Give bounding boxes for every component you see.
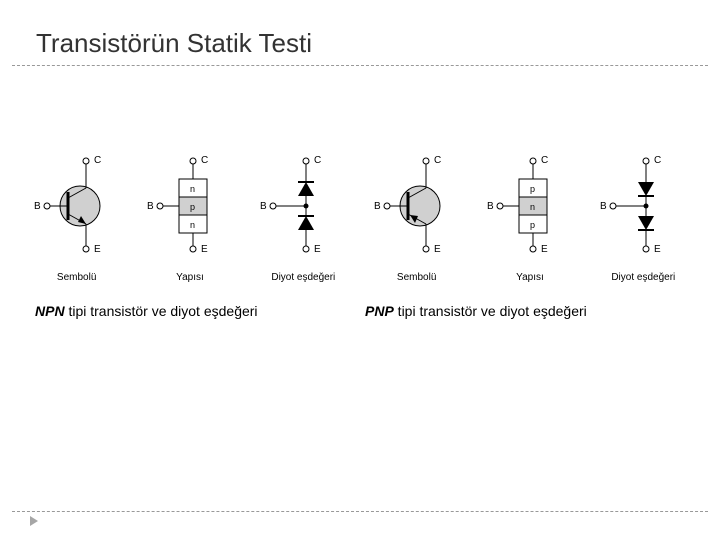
panel-pnp-structure: p n p C E B Yapısı <box>485 146 575 283</box>
caption-symbol: Sembolü <box>57 272 96 283</box>
layer-n1: n <box>190 184 195 194</box>
npn-symbol-svg: C E B <box>32 146 122 266</box>
figure-row: C E B Sembolü n p n C E B Yapısı <box>0 66 720 287</box>
layer-n2: n <box>190 220 195 230</box>
page-title: Transistörün Statik Testi <box>0 0 720 65</box>
label-e: E <box>314 244 321 255</box>
layer-p2: p <box>530 220 535 230</box>
label-b: B <box>147 201 154 212</box>
label-e: E <box>654 244 661 255</box>
npn-diode-svg: C E B <box>258 146 348 266</box>
label-c: C <box>94 155 101 166</box>
npn-structure-svg: n p n C E B <box>145 146 235 266</box>
caption-pnp-group: PNP tipi transistör ve diyot eşdeğeri <box>365 303 685 319</box>
pnp-structure-svg: p n p C E B <box>485 146 575 266</box>
label-b: B <box>600 201 607 212</box>
label-e: E <box>201 244 208 255</box>
group-captions: NPN tipi transistör ve diyot eşdeğeri PN… <box>0 287 720 319</box>
layer-p: p <box>190 202 195 212</box>
label-e: E <box>541 244 548 255</box>
layer-p1: p <box>530 184 535 194</box>
caption-structure: Yapısı <box>516 272 544 283</box>
caption-structure: Yapısı <box>176 272 204 283</box>
label-c: C <box>541 155 548 166</box>
divider-bottom <box>12 511 708 512</box>
label-e: E <box>434 244 441 255</box>
label-b: B <box>260 201 267 212</box>
panel-pnp-diode: C E B Diyot eşdeğeri <box>598 146 688 283</box>
label-b: B <box>34 201 41 212</box>
label-b: B <box>487 201 494 212</box>
label-b: B <box>374 201 381 212</box>
npn-suffix: tipi transistör ve diyot eşdeğeri <box>65 303 258 319</box>
label-e: E <box>94 244 101 255</box>
panel-npn-structure: n p n C E B Yapısı <box>145 146 235 283</box>
npn-prefix: NPN <box>35 303 65 319</box>
label-c: C <box>201 155 208 166</box>
slide-marker-icon <box>30 516 38 526</box>
footer-area <box>0 511 720 512</box>
label-c: C <box>654 155 661 166</box>
panel-npn-symbol: C E B Sembolü <box>32 146 122 283</box>
label-c: C <box>434 155 441 166</box>
pnp-symbol-svg: C E B <box>372 146 462 266</box>
panel-pnp-symbol: C E B Sembolü <box>372 146 462 283</box>
caption-diode: Diyot eşdeğeri <box>271 272 335 283</box>
pnp-suffix: tipi transistör ve diyot eşdeğeri <box>394 303 587 319</box>
caption-npn-group: NPN tipi transistör ve diyot eşdeğeri <box>35 303 355 319</box>
caption-diode: Diyot eşdeğeri <box>611 272 675 283</box>
label-c: C <box>314 155 321 166</box>
pnp-prefix: PNP <box>365 303 394 319</box>
layer-n: n <box>530 202 535 212</box>
caption-symbol: Sembolü <box>397 272 436 283</box>
pnp-diode-svg: C E B <box>598 146 688 266</box>
panel-npn-diode: C E B Diyot eşdeğeri <box>258 146 348 283</box>
